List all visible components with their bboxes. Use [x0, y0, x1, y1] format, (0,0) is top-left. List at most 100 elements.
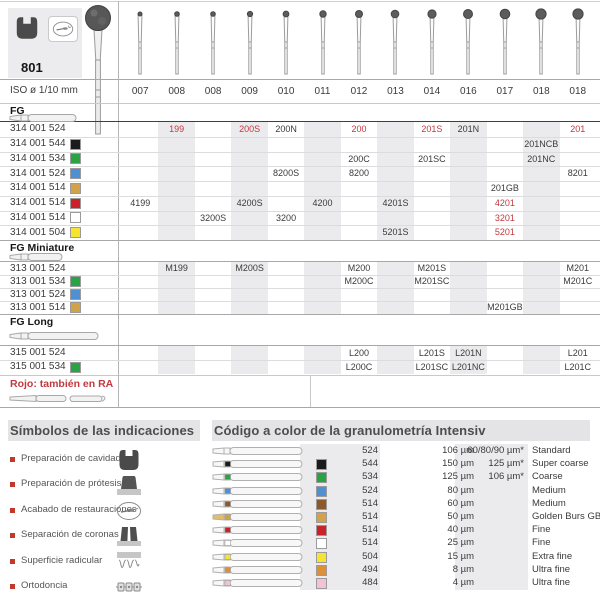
order-code: 314 001 514 — [10, 211, 66, 223]
size-cell — [414, 137, 450, 152]
table-row: 8200S 8200 8201 — [122, 166, 596, 181]
size-cell: 4201S — [382, 197, 409, 208]
color-chip-white — [70, 212, 81, 224]
indication-item: Preparación de prótesis — [8, 475, 208, 501]
size-cell — [341, 301, 377, 314]
size-cell — [414, 196, 450, 211]
size-cell: 5201 — [494, 227, 515, 238]
size-cell — [450, 166, 486, 181]
size-cell: 201NC — [527, 153, 556, 164]
size-cell — [560, 211, 596, 226]
size-cell — [122, 262, 158, 275]
alt-column-band — [455, 444, 528, 590]
color-chip-green — [70, 153, 81, 165]
table-row: M199 M200S M200 M201S M201 — [122, 262, 596, 275]
size-cell — [523, 166, 559, 181]
grain-grade: Standard — [532, 445, 571, 456]
size-cell — [304, 360, 340, 374]
size-cell — [523, 122, 559, 137]
bur-illustration — [212, 458, 304, 472]
size-cell: 4200 — [312, 197, 333, 208]
grain-alt-size: 60/80/90 µm* — [467, 445, 524, 456]
size-cell — [377, 211, 413, 226]
grain-grade: Medium — [532, 484, 566, 496]
size-cell — [268, 275, 304, 288]
size-cell — [523, 211, 559, 226]
bullet-square — [10, 533, 15, 539]
size-cell — [450, 137, 486, 152]
grain-grade: Fine — [532, 537, 551, 549]
iso-value-cell: 018 — [532, 86, 550, 97]
indication-item: Acabado de restauraciones — [8, 501, 208, 527]
divider — [0, 301, 600, 302]
grain-size: 125 µm — [442, 471, 474, 483]
fg-bur-icon — [8, 250, 64, 268]
iso-row: 007 008 008 009 010 011 012 013 014 016 017 018 018 — [122, 80, 596, 103]
bur-illustration — [560, 2, 596, 78]
size-cell — [377, 262, 413, 275]
orthodontics-icon — [116, 574, 142, 600]
size-cell — [523, 360, 559, 374]
grain-code: 514 — [362, 497, 378, 509]
size-cell — [450, 181, 486, 196]
order-code: 314 001 534 — [10, 152, 66, 164]
indication-label: Superficie radicular — [21, 554, 103, 566]
size-cell — [450, 288, 486, 301]
iso-value-cell: 013 — [387, 86, 404, 97]
color-chip-gold — [316, 512, 327, 523]
grain-grade: Coarse — [532, 471, 563, 483]
size-cell: 200C — [348, 153, 370, 164]
order-code: 313 001 524 — [10, 262, 66, 274]
grain-size: 4 µm — [452, 577, 474, 588]
section-label: FG Long — [10, 316, 54, 328]
bur-illustration — [304, 2, 340, 78]
table-row: 200C 201SC 201NC — [122, 152, 596, 167]
size-cell: M199 — [165, 263, 188, 273]
granulometry-row: 514 60 µm Medium — [212, 497, 598, 510]
table-row: 4199 4200S 4200 4201S 4201 — [122, 196, 596, 211]
size-cell — [304, 288, 340, 301]
size-cell — [268, 137, 304, 152]
table-row: 201NCB — [122, 137, 596, 152]
size-cell: 201SC — [418, 153, 446, 164]
size-cell — [158, 211, 194, 226]
size-cell — [450, 301, 486, 314]
size-cell: L201NC — [451, 362, 485, 372]
bur-illustration — [122, 2, 158, 78]
size-cell — [560, 288, 596, 301]
size-cell — [122, 301, 158, 314]
granulometry-row: 504 15 µm Extra fine — [212, 550, 598, 563]
size-cell — [304, 122, 340, 137]
table-row: 5201S 5201 — [122, 225, 596, 240]
divider — [0, 121, 600, 122]
order-code: 314 001 544 — [10, 138, 66, 150]
size-cell — [487, 122, 523, 137]
size-cell: 3200 — [276, 212, 297, 223]
size-cell — [377, 346, 413, 360]
bur-illustration — [231, 2, 267, 78]
order-code: 314 001 524 — [10, 123, 66, 135]
bullet-square — [10, 482, 15, 488]
bur-illustration — [212, 537, 304, 551]
size-cell — [158, 166, 194, 181]
size-cell — [231, 181, 267, 196]
size-cell — [231, 152, 267, 167]
size-cell — [195, 288, 231, 301]
grain-alt-size: 125 µm* — [488, 458, 524, 470]
iso-value-cell: 010 — [277, 86, 295, 97]
grain-size: 8 µm — [452, 563, 474, 575]
restoration-finishing-icon — [48, 16, 78, 42]
size-cell — [231, 288, 267, 301]
size-cell: 5201S — [382, 227, 409, 238]
bur-illustration — [212, 551, 304, 565]
divider — [0, 407, 600, 408]
size-cell — [122, 275, 158, 288]
color-chip-red — [70, 197, 81, 209]
color-chip-yellow — [316, 551, 327, 563]
size-cell — [377, 122, 413, 137]
table-row: L200C L201SC L201NC L201C — [122, 360, 596, 374]
size-cell — [487, 346, 523, 360]
indication-label: Ortodoncia — [21, 580, 68, 591]
indication-item: Ortodoncia — [8, 577, 208, 603]
size-cell — [341, 211, 377, 226]
